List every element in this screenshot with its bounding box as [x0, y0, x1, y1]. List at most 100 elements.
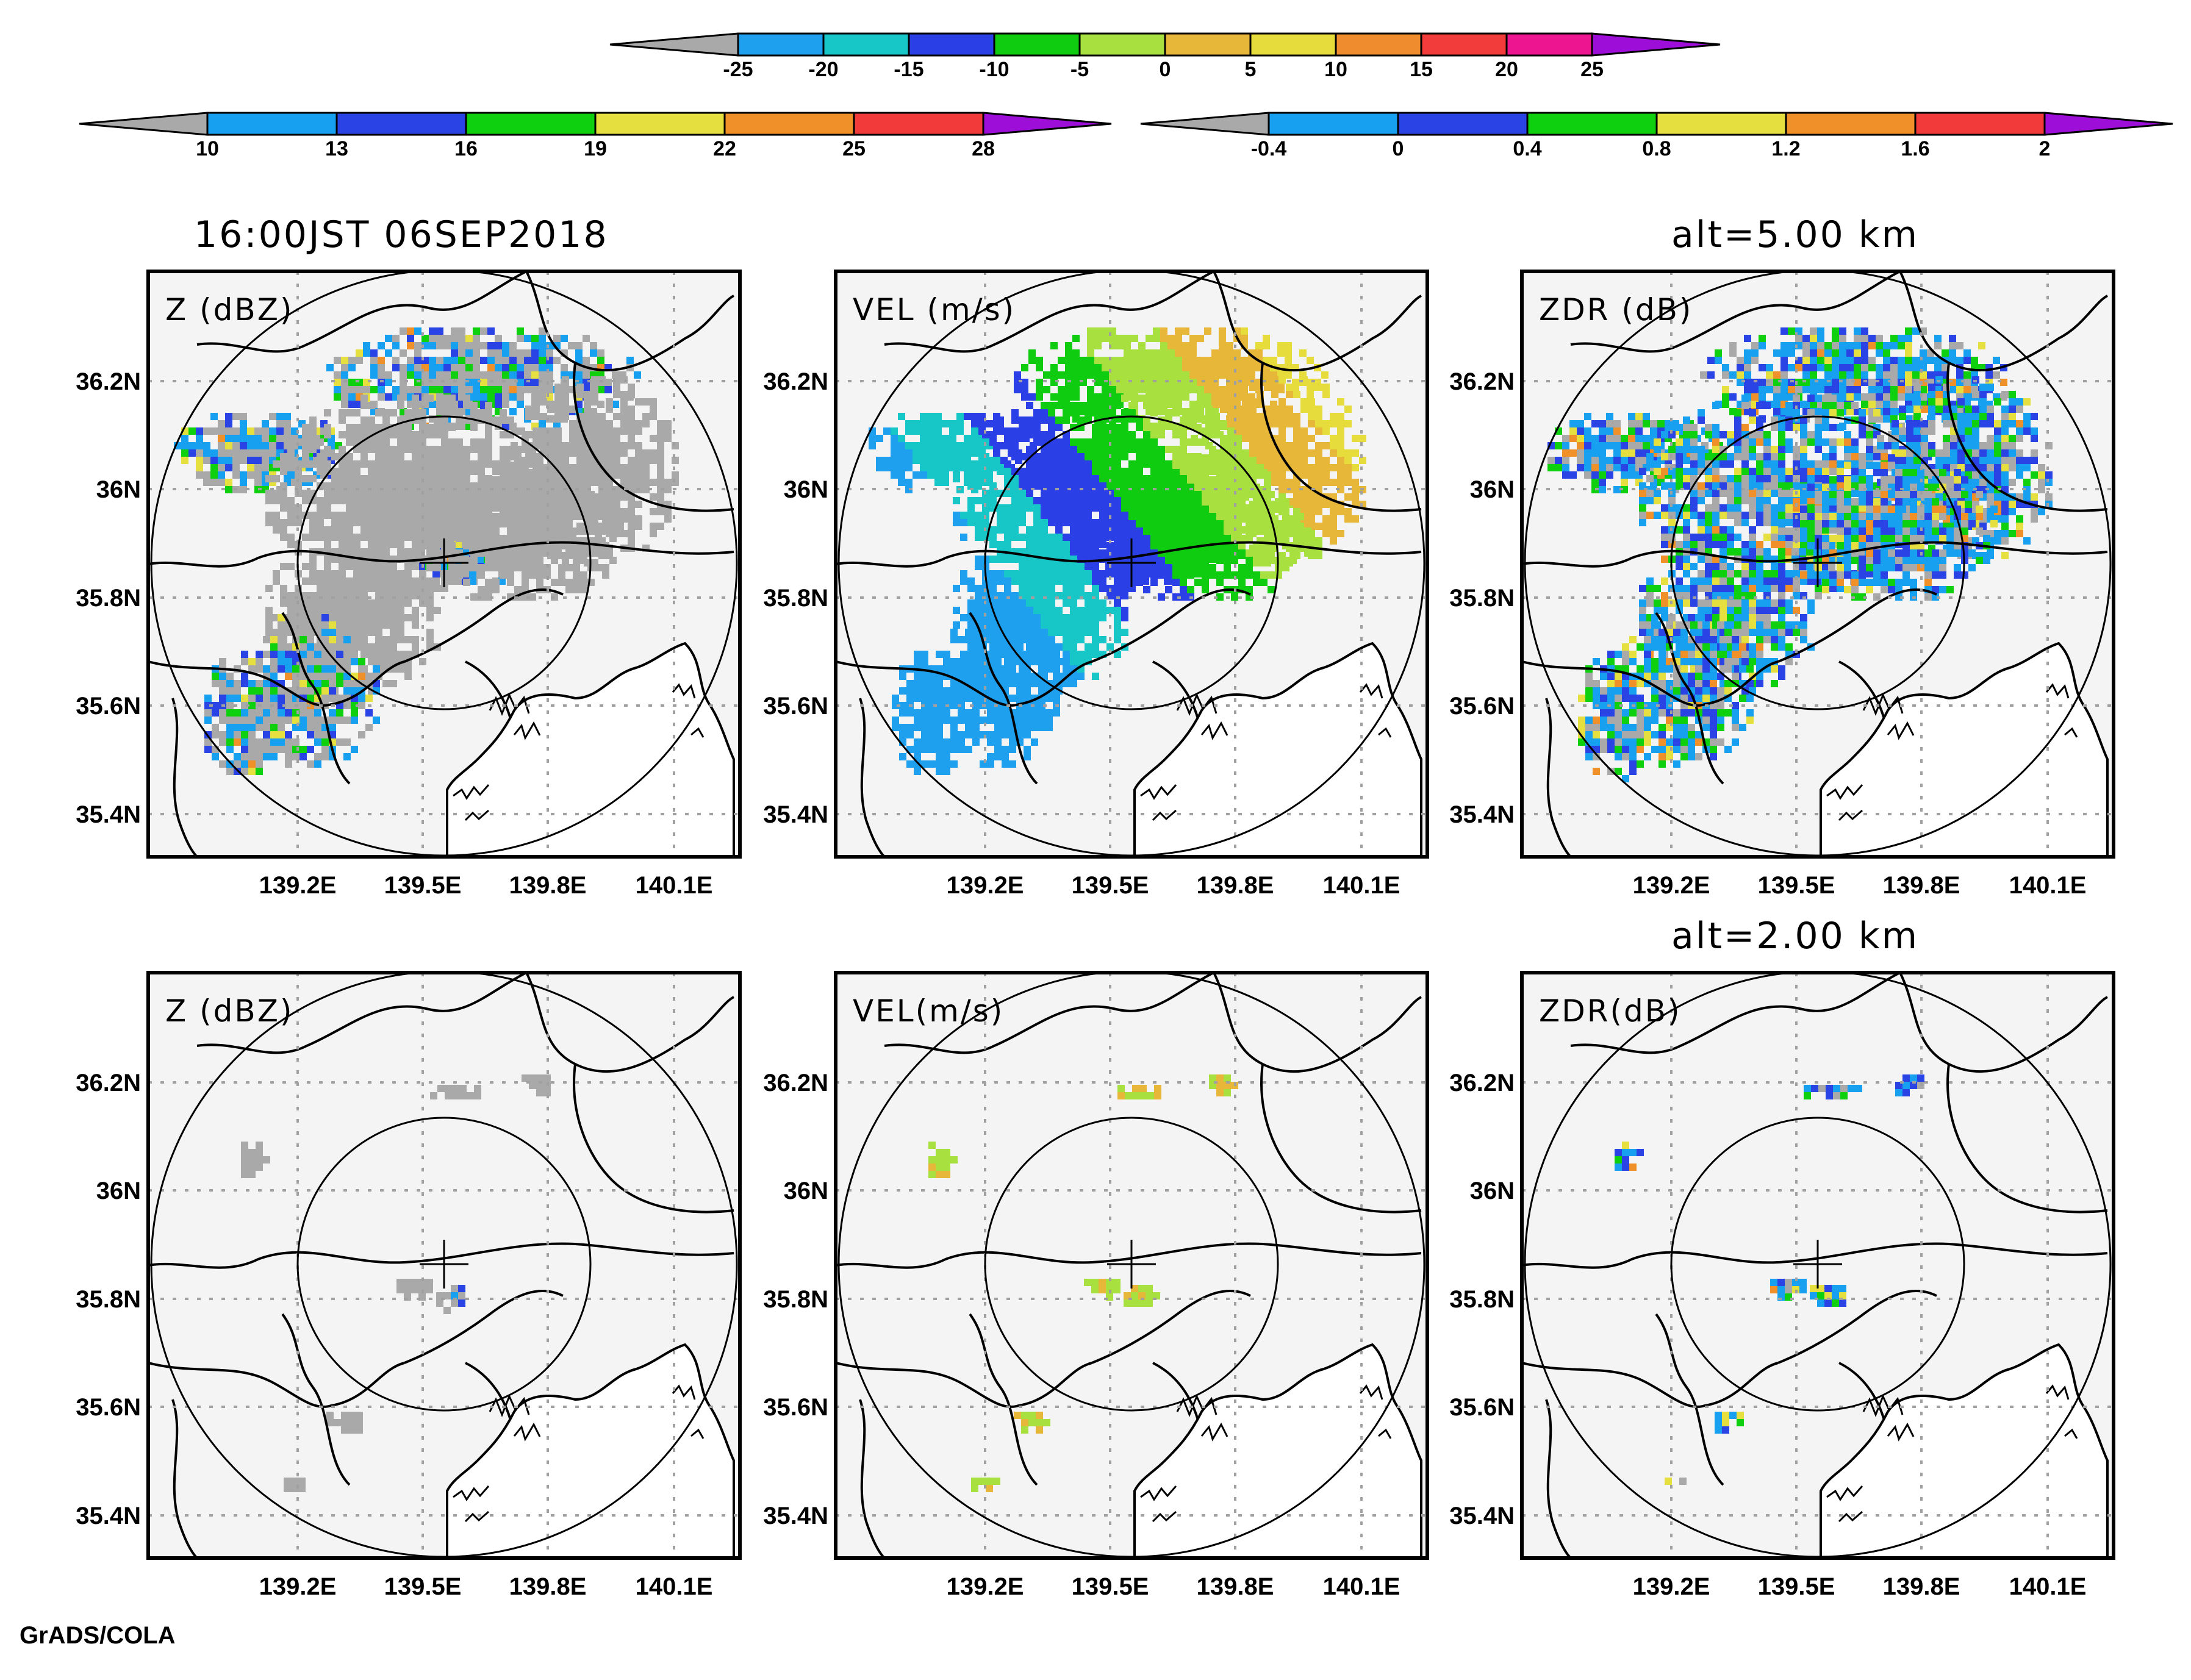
colorbar-segment: [1268, 112, 1399, 136]
panel-z2: Z (dBZ) 36.2N 36N 35.8N 35.6N 35.4N 139.2E 139.…: [76, 971, 742, 1600]
latitude-label: 35.8N: [76, 1286, 141, 1313]
latitude-label: 35.4N: [1449, 801, 1515, 828]
colorbar-tick-label: 28: [972, 137, 995, 160]
range-ring-inner: [984, 415, 1279, 710]
colorbar-segment: [1078, 32, 1166, 57]
colorbar-segment: [1655, 112, 1787, 136]
colorbar-tick-label: 25: [842, 137, 866, 160]
credit-label: GrADS/COLA: [20, 1622, 176, 1649]
colorbar-segment: [737, 32, 825, 57]
latitude-label: 35.8N: [763, 585, 828, 612]
map-content: [148, 973, 740, 1558]
map-content: [148, 271, 740, 857]
altitude-title-upper: alt=5.00 km: [1671, 213, 1919, 256]
longitude-label: 139.8E: [1883, 872, 1960, 899]
colorbar-over-arrow: [1591, 32, 1721, 57]
colorbar-tick-label: 10: [1324, 58, 1347, 81]
panel-frame: [1520, 270, 2115, 859]
colorbar-segment: [1335, 32, 1422, 57]
radar-echo-layer: [1615, 1074, 1924, 1485]
colorbar-tick-label: 0: [1160, 58, 1171, 81]
latitude-label: 35.8N: [1449, 1286, 1515, 1313]
latitude-label: 36N: [96, 476, 141, 503]
radar-site-marker: [1107, 538, 1156, 587]
latitude-label: 36.2N: [76, 368, 141, 395]
range-ring-inner: [1670, 1117, 1965, 1412]
radar-site-marker: [420, 538, 468, 587]
colorbar-segment: [822, 32, 910, 57]
longitude-label: 139.5E: [1758, 1573, 1835, 1600]
latitude-label: 35.6N: [763, 693, 828, 720]
colorbar-under-arrow: [609, 32, 739, 57]
colorbar-segment: [206, 112, 338, 136]
panel-zdr2: ZDR(dB) 36.2N 36N 35.8N 35.6N 35.4N 139.2E 139.…: [1449, 971, 2115, 1600]
latitude-label: 35.8N: [763, 1286, 828, 1313]
colorbar-tick-label: 0.4: [1513, 137, 1541, 160]
radar-site-marker: [420, 1240, 468, 1289]
latitude-label: 36.2N: [1449, 1070, 1515, 1096]
map-content: [836, 973, 1427, 1558]
radar-echo-layer: [1547, 327, 2053, 782]
colorbar-segment: [1420, 32, 1508, 57]
longitude-label: 139.5E: [384, 872, 462, 899]
colorbar-segment: [1526, 112, 1658, 136]
colorbar-tick-label: -0.4: [1251, 137, 1287, 160]
longitude-label: 139.8E: [1883, 1573, 1960, 1600]
latitude-label: 36.2N: [1449, 368, 1515, 395]
longitude-label: 139.5E: [1072, 1573, 1149, 1600]
longitude-label: 139.2E: [259, 1573, 337, 1600]
colorbar-segment: [1914, 112, 2046, 136]
radar-echo-layer: [174, 327, 679, 775]
zdr-colorbar: -0.4 0 0.4 0.8 1.2 1.6 2: [1140, 112, 2173, 160]
longitude-label: 139.8E: [509, 872, 587, 899]
latitude-label: 35.4N: [763, 801, 828, 828]
colorbar-segment: [1397, 112, 1529, 136]
colorbar-tick-label: 20: [1495, 58, 1518, 81]
latitude-label: 35.6N: [1449, 1394, 1515, 1421]
colorbar-tick-label: -15: [894, 58, 923, 81]
longitude-label: 139.8E: [1197, 872, 1274, 899]
panel-frame: [1520, 971, 2115, 1560]
map-content: [1522, 973, 2114, 1558]
panel-frame: [834, 971, 1429, 1560]
longitude-label: 139.2E: [1633, 1573, 1710, 1600]
latitude-label: 35.6N: [763, 1394, 828, 1421]
latitude-label: 35.6N: [76, 1394, 141, 1421]
graticule: [836, 973, 1427, 1558]
colorbar-tick-label: 16: [454, 137, 478, 160]
latitude-label: 35.8N: [76, 585, 141, 612]
longitude-label: 139.2E: [947, 1573, 1024, 1600]
latitude-label: 35.4N: [76, 1503, 141, 1529]
latitude-label: 36.2N: [763, 1070, 828, 1096]
colorbar-segment: [908, 32, 995, 57]
latitude-label: 36N: [784, 1178, 828, 1204]
graticule: [1522, 973, 2114, 1558]
colorbar-segment: [465, 112, 597, 136]
colorbar-over-arrow: [982, 112, 1112, 136]
range-ring-inner: [296, 415, 592, 710]
colorbar-segment: [594, 112, 726, 136]
panel-zdr5: ZDR (dB) 36.2N 36N 35.8N 35.6N 35.4N 139.2E 139…: [1449, 270, 2115, 899]
colorbar-tick-label: 10: [196, 137, 219, 160]
colorbar-tick-label: 13: [325, 137, 348, 160]
colorbar-tick-label: 19: [584, 137, 607, 160]
colorbar-over-arrow: [2043, 112, 2173, 136]
longitude-label: 139.2E: [1633, 872, 1710, 899]
range-ring-inner: [296, 1117, 592, 1412]
panel-label: Z (dBZ): [165, 292, 293, 327]
latitude-label: 36N: [1470, 1178, 1515, 1204]
panel-frame: [834, 270, 1429, 859]
latitude-label: 36N: [1470, 476, 1515, 503]
radar-site-marker: [1793, 1240, 1842, 1289]
latitude-label: 35.4N: [1449, 1503, 1515, 1529]
panel-z5: Z (dBZ) 36.2N 36N 35.8N 35.6N 35.4N 139.2E 139.…: [76, 270, 742, 899]
radar-site-marker: [1107, 1240, 1156, 1289]
range-ring-inner: [1670, 415, 1965, 710]
longitude-label: 140.1E: [2009, 1573, 2087, 1600]
panel-label: ZDR (dB): [1539, 292, 1693, 327]
latitude-label: 36N: [784, 476, 828, 503]
colorbar-tick-label: -25: [723, 58, 753, 81]
colorbar-tick-label: 5: [1245, 58, 1257, 81]
longitude-label: 140.1E: [2009, 872, 2087, 899]
